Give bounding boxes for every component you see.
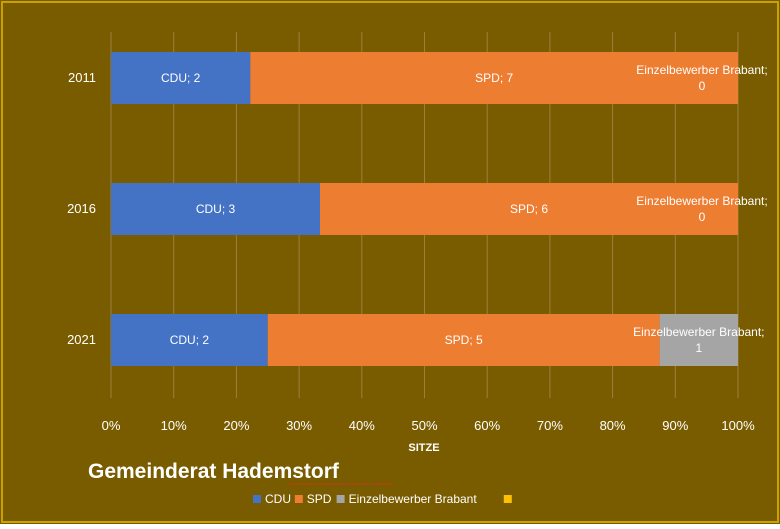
bars bbox=[111, 52, 739, 366]
data-label: SPD; 6 bbox=[510, 202, 548, 216]
data-label: SPD; 7 bbox=[475, 71, 513, 85]
legend-label: CDU bbox=[265, 492, 291, 506]
x-axis-ticks: 0% 10% 20% 30% 40% 50% 60% 70% 80% 90% 100% bbox=[102, 418, 755, 433]
data-label: Einzelbewerber Brabant; 0 bbox=[636, 194, 767, 224]
x-tick-label: 50% bbox=[411, 418, 437, 433]
data-label: CDU; 2 bbox=[161, 71, 201, 85]
x-tick-label: 80% bbox=[600, 418, 626, 433]
legend-swatch bbox=[294, 495, 303, 503]
legend-swatch bbox=[503, 495, 512, 503]
x-tick-label: 100% bbox=[721, 418, 755, 433]
category-labels: 2011 2016 2021 bbox=[67, 70, 96, 347]
data-label: Einzelbewerber Brabant; 1 bbox=[633, 325, 764, 355]
bar-segment bbox=[267, 314, 660, 366]
legend-swatch bbox=[336, 495, 345, 503]
category-label: 2011 bbox=[68, 70, 96, 85]
legend: CDU SPD Einzelbewerber Brabant bbox=[253, 492, 512, 506]
x-tick-label: 40% bbox=[349, 418, 375, 433]
category-label: 2021 bbox=[67, 332, 96, 347]
x-tick-label: 10% bbox=[161, 418, 187, 433]
x-tick-label: 70% bbox=[537, 418, 563, 433]
bar-segment bbox=[659, 314, 738, 366]
x-tick-label: 60% bbox=[474, 418, 500, 433]
x-tick-label: 0% bbox=[102, 418, 121, 433]
x-axis-title: SITZE bbox=[408, 442, 439, 454]
legend-swatch bbox=[253, 495, 261, 503]
category-label: 2016 bbox=[67, 201, 96, 216]
bar-segment bbox=[320, 183, 738, 235]
legend-label: Einzelbewerber Brabant bbox=[349, 492, 478, 506]
data-label: CDU; 2 bbox=[170, 333, 210, 347]
x-tick-label: 30% bbox=[286, 418, 312, 433]
bar-segment bbox=[250, 52, 739, 104]
x-tick-label: 90% bbox=[662, 418, 688, 433]
data-label: Einzelbewerber Brabant; 0 bbox=[636, 63, 767, 93]
bar-segment bbox=[111, 52, 251, 104]
legend-label: SPD bbox=[307, 492, 332, 506]
data-label: SPD; 5 bbox=[445, 333, 483, 347]
chart-title: Gemeinderat Hademstorf bbox=[88, 460, 340, 483]
x-tick-label: 20% bbox=[223, 418, 249, 433]
data-labels: CDU; 2 SPD; 7 Einzelbewerber Brabant; 0 CDU;… bbox=[161, 63, 768, 355]
data-label: CDU; 3 bbox=[196, 202, 236, 216]
bar-segment bbox=[111, 183, 320, 235]
bar-segment bbox=[111, 314, 268, 366]
